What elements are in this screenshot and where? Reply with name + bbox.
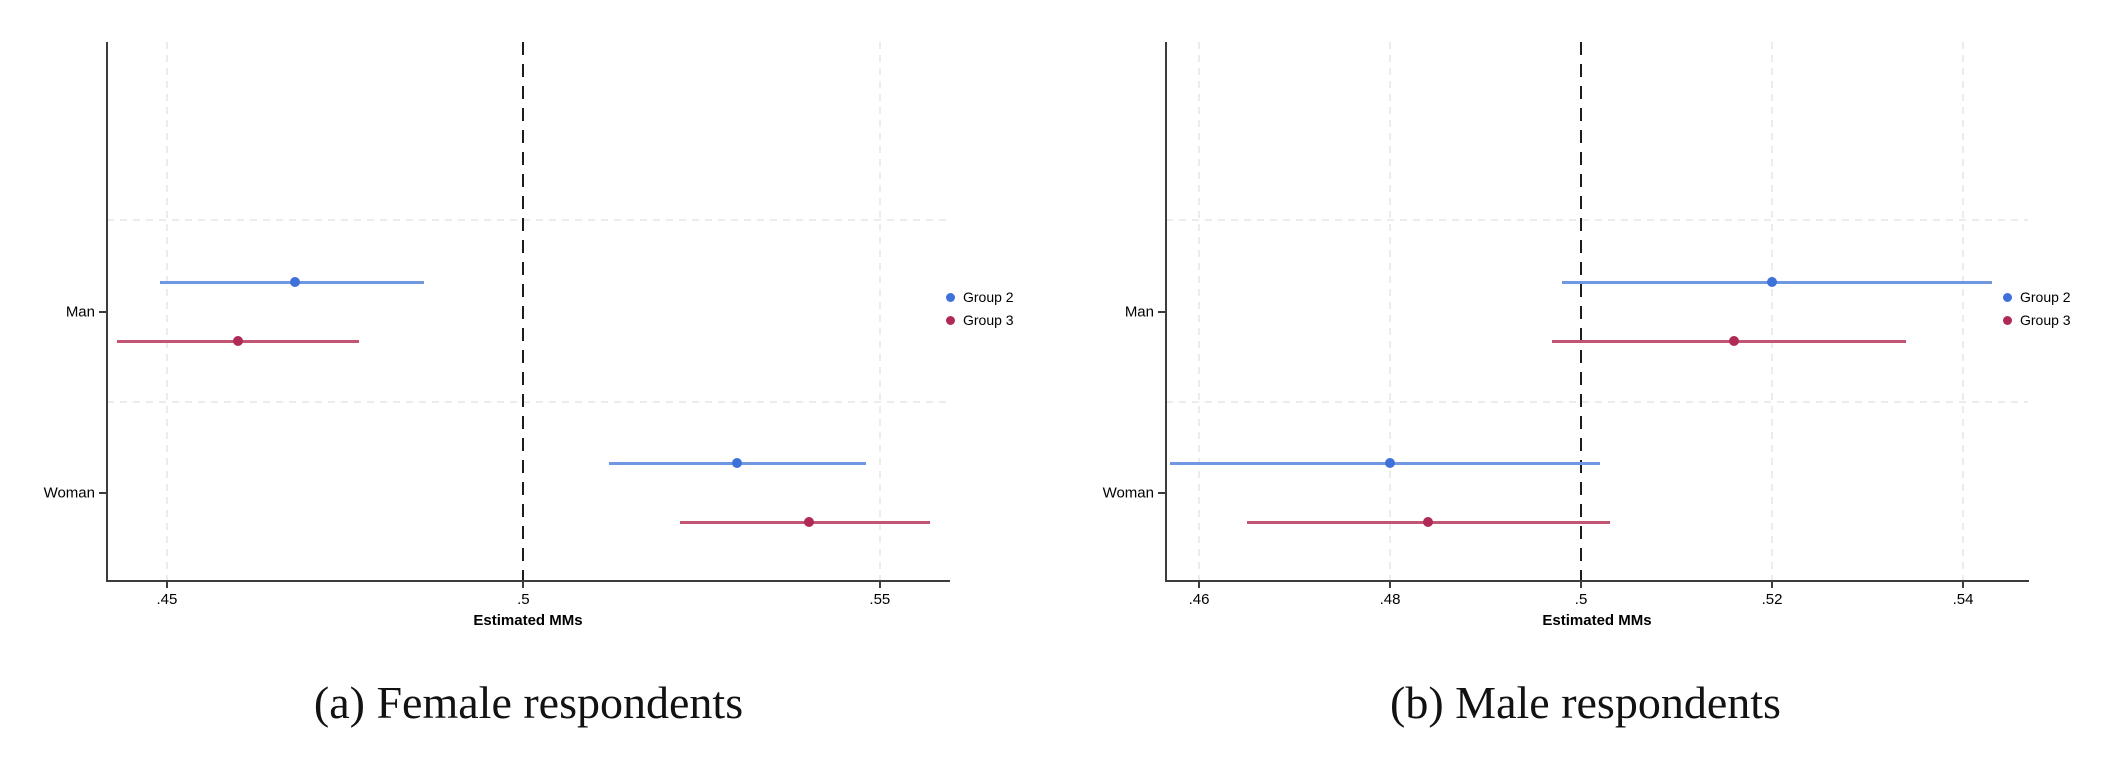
estimate-point-group3-man xyxy=(233,336,244,346)
panel-male-respondents: .46 .48 .5 .52 .54 Man Woman Estimated MMs Grou… xyxy=(1057,0,2114,762)
reference-line xyxy=(522,42,525,581)
x-gridline xyxy=(1771,42,1774,581)
x-tick-label: .45 xyxy=(156,591,178,608)
y-tick xyxy=(1158,311,1166,313)
x-tick xyxy=(1580,581,1583,588)
caption-panel-a: (a) Female respondents xyxy=(313,677,744,728)
reference-line xyxy=(1580,42,1583,581)
legend-item-group3: Group 3 xyxy=(2003,312,2071,328)
legend-item-group2: Group 2 xyxy=(2003,289,2071,305)
estimate-point-group2-man xyxy=(1767,277,1778,287)
y-axis xyxy=(106,42,108,582)
x-tick-label: .55 xyxy=(869,591,891,608)
h-gridline xyxy=(107,400,949,403)
x-axis xyxy=(1165,580,2029,582)
legend-marker-icon xyxy=(946,292,955,302)
plot-area-female: .45 .5 .55 Man Woman Estimated MMs xyxy=(44,42,950,629)
estimate-point-group2-man xyxy=(290,277,301,287)
legend-item-group3: Group 3 xyxy=(946,312,1014,328)
y-category-label: Man xyxy=(65,303,95,321)
x-gridline xyxy=(878,42,881,581)
x-tick xyxy=(1389,581,1392,588)
x-tick xyxy=(1198,581,1201,588)
x-tick xyxy=(1771,581,1774,588)
legend-marker-icon xyxy=(2003,292,2012,302)
x-tick-label: .48 xyxy=(1379,591,1401,608)
x-tick xyxy=(878,581,881,588)
x-tick-label: .46 xyxy=(1188,591,1210,608)
h-gridline xyxy=(1166,218,2028,221)
x-gridline xyxy=(1389,42,1392,581)
y-category-label: Woman xyxy=(43,484,95,502)
estimate-point-group2-woman xyxy=(1385,458,1396,468)
x-tick xyxy=(1962,581,1965,588)
y-tick xyxy=(99,492,107,494)
x-tick-label: .5 xyxy=(517,591,530,608)
x-tick xyxy=(522,581,525,588)
estimate-point-group3-woman xyxy=(1423,517,1434,527)
legend-marker-icon xyxy=(946,315,955,325)
estimate-point-group3-man xyxy=(1728,336,1739,346)
h-gridline xyxy=(107,218,949,221)
legend: Group 2 Group 3 xyxy=(946,289,1014,328)
x-tick-label: .5 xyxy=(1574,591,1588,608)
caption-panel-b: (b) Male respondents xyxy=(1390,677,1781,728)
legend: Group 2 Group 3 xyxy=(2003,289,2071,328)
x-tick-label: .52 xyxy=(1761,591,1783,608)
h-gridline xyxy=(1166,400,2028,403)
y-tick xyxy=(99,311,107,313)
y-category-label: Woman xyxy=(1102,484,1154,502)
legend-marker-icon xyxy=(2003,315,2012,325)
y-category-label: Man xyxy=(1124,303,1154,321)
panel-female-respondents: .45 .5 .55 Man Woman Estimated MMs Group 2 Gr… xyxy=(44,42,1014,728)
legend-label-group3: Group 3 xyxy=(963,312,1014,328)
x-gridline xyxy=(1198,42,1201,581)
x-axis xyxy=(106,580,950,582)
x-gridline xyxy=(165,42,168,581)
legend-item-group2: Group 2 xyxy=(946,289,1014,305)
x-gridline xyxy=(1962,42,1965,581)
x-tick-label: .54 xyxy=(1952,591,1974,608)
x-axis-title: Estimated MMs xyxy=(1542,612,1652,629)
x-tick xyxy=(165,581,168,588)
y-axis xyxy=(1165,42,1167,582)
y-tick xyxy=(1158,492,1166,494)
plot-area-male: .46 .48 .5 .52 .54 Man Woman Estimated MMs xyxy=(1103,42,2029,629)
legend-label-group2: Group 2 xyxy=(963,289,1014,305)
legend-label-group3: Group 3 xyxy=(2020,312,2071,328)
x-axis-title: Estimated MMs xyxy=(473,612,583,629)
legend-label-group2: Group 2 xyxy=(2020,289,2071,305)
estimate-point-group3-woman xyxy=(803,517,814,527)
estimate-point-group2-woman xyxy=(732,458,743,468)
